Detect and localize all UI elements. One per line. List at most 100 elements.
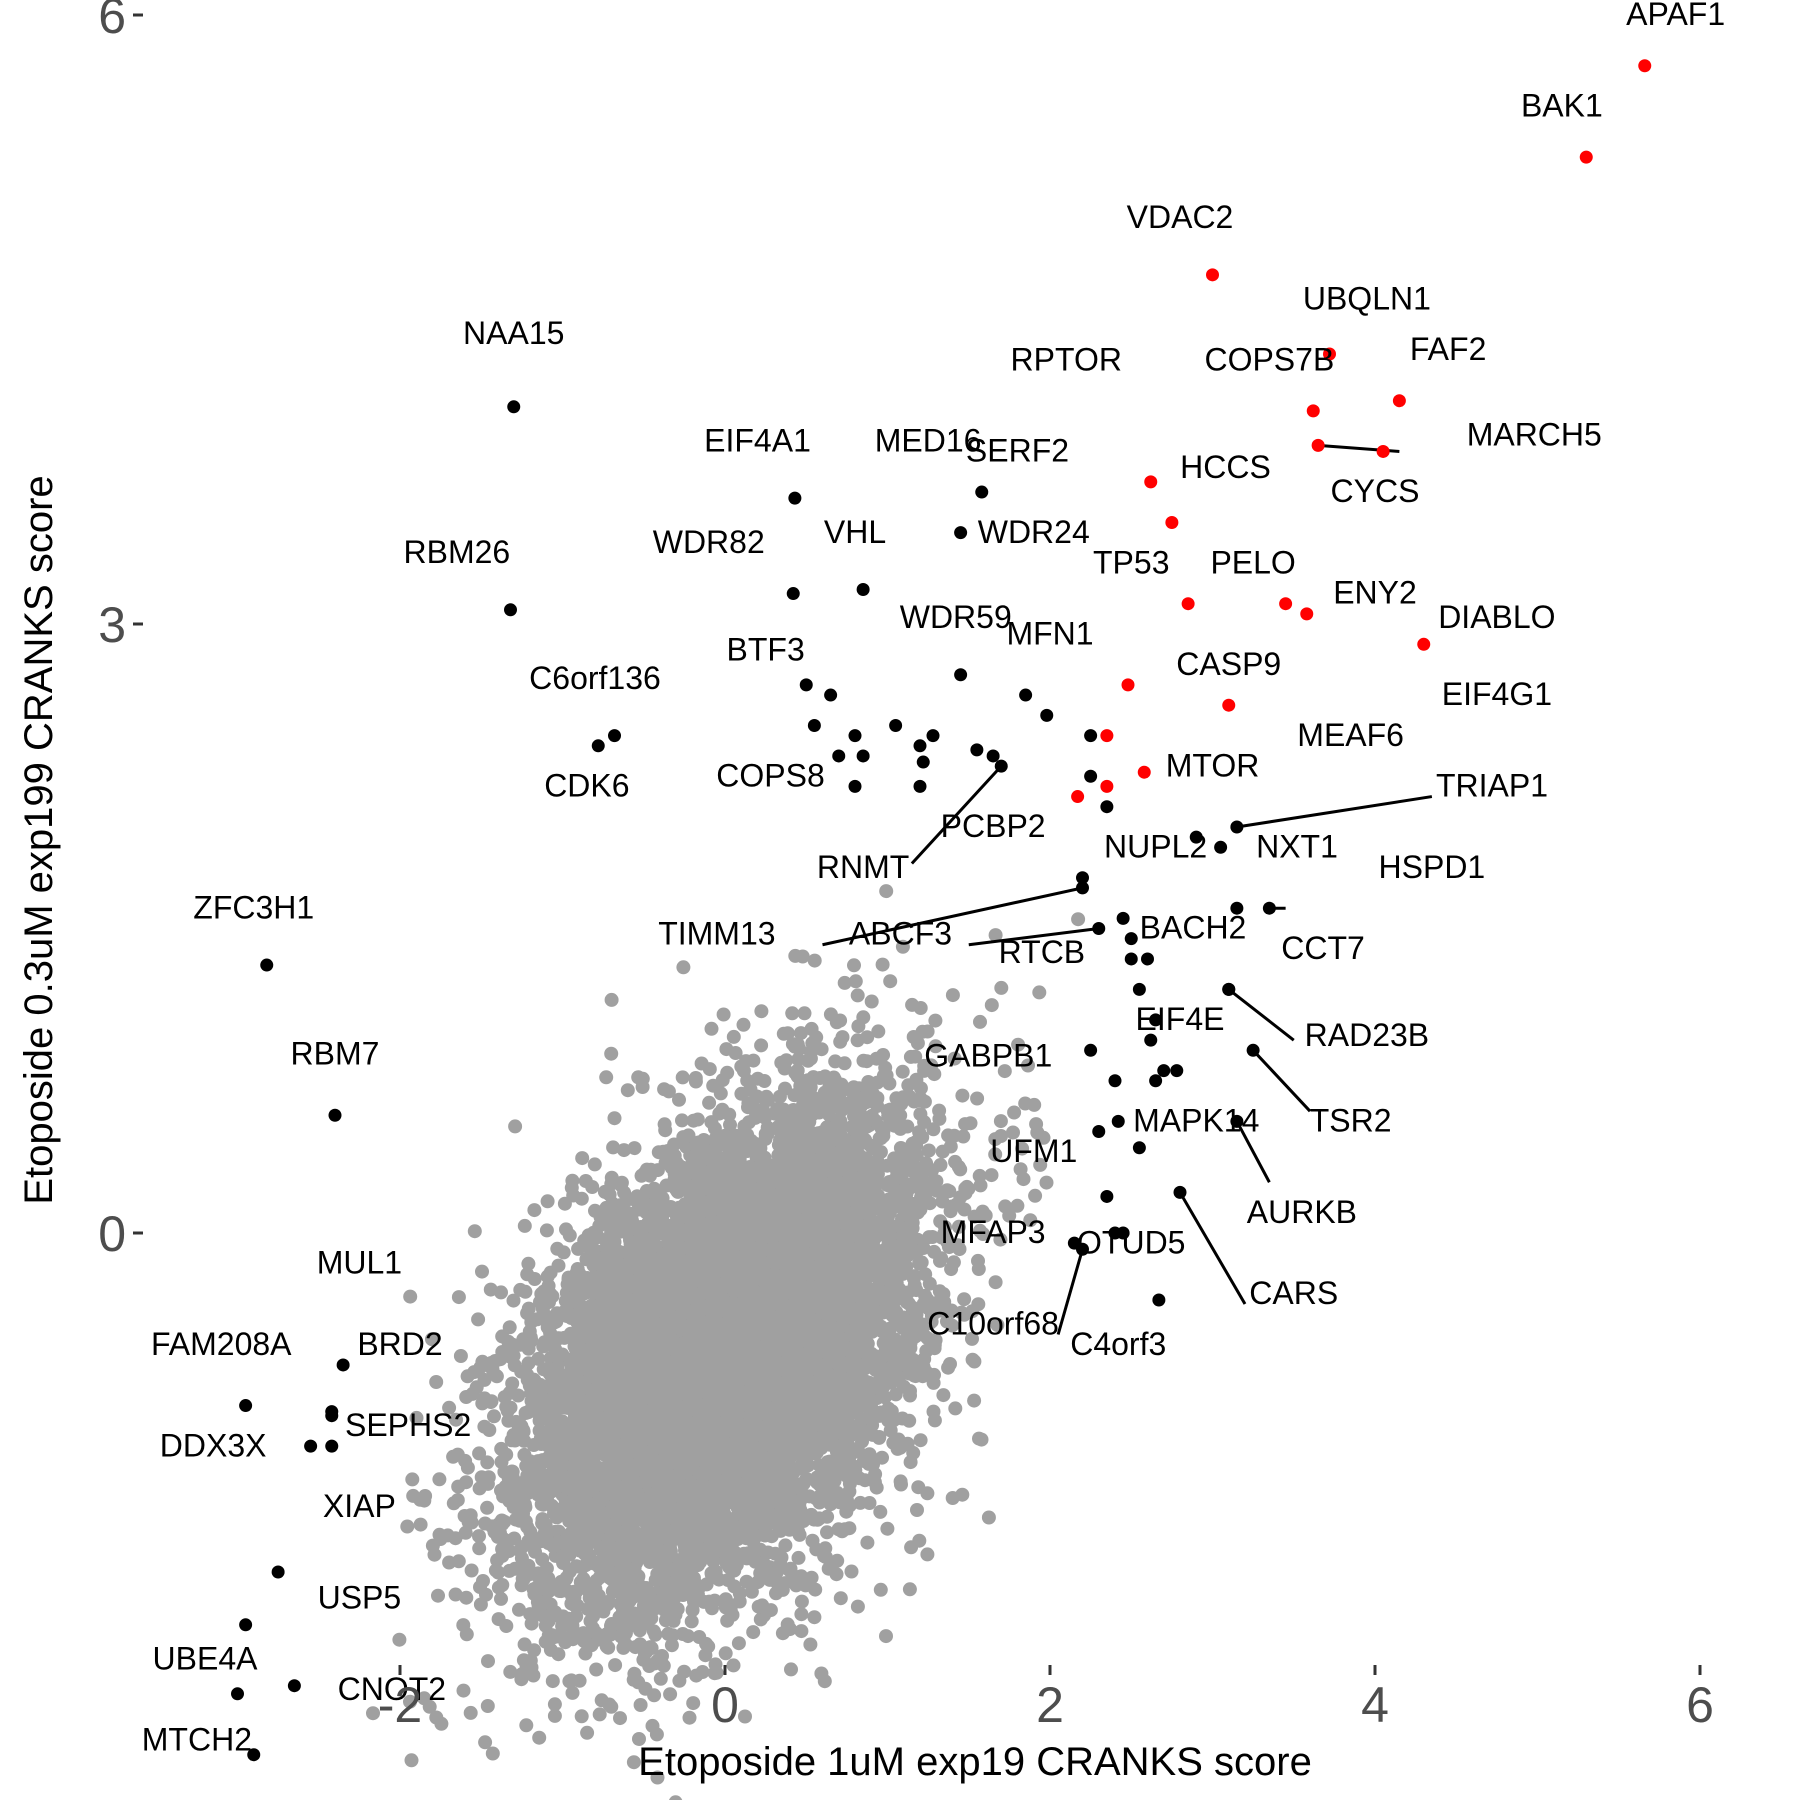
background-point: [779, 1053, 794, 1068]
background-point: [592, 1707, 607, 1722]
background-point: [532, 1423, 547, 1438]
background-point: [758, 1131, 773, 1146]
background-point: [754, 1038, 769, 1053]
background-point: [704, 1021, 719, 1036]
background-point: [540, 1194, 555, 1209]
background-point: [804, 1021, 819, 1036]
background-point: [633, 1698, 648, 1712]
background-point: [431, 1588, 445, 1603]
background-point: [928, 1013, 943, 1028]
background-point: [925, 1230, 940, 1244]
background-point: [608, 1658, 623, 1673]
background-point: [449, 1412, 463, 1427]
background-point: [990, 1318, 1005, 1332]
background-point: [572, 1673, 587, 1688]
background-point: [726, 1029, 741, 1044]
background-point: [480, 1699, 495, 1713]
background-point: [429, 1375, 444, 1389]
background-point: [517, 1447, 532, 1462]
background-point: [547, 1708, 562, 1723]
background-point: [997, 1064, 1012, 1079]
background-point: [967, 1354, 982, 1369]
background-point: [847, 958, 861, 973]
background-point: [487, 1409, 501, 1424]
background-point: [459, 1627, 474, 1642]
background-point: [941, 1128, 956, 1143]
background-point: [471, 1312, 486, 1327]
background-point: [850, 1599, 865, 1614]
background-point: [739, 1054, 753, 1069]
background-point: [668, 1795, 683, 1800]
background-point: [636, 1652, 651, 1667]
background-point: [955, 1088, 970, 1103]
background-point: [723, 1117, 737, 1132]
background-point: [518, 1284, 533, 1299]
background-point: [910, 1036, 925, 1051]
background-point: [713, 1086, 728, 1101]
background-point: [531, 1351, 546, 1366]
background-point: [472, 1446, 487, 1461]
background-point: [754, 1004, 769, 1019]
background-point: [720, 1613, 735, 1628]
background-point: [726, 1658, 741, 1673]
background-point: [738, 1709, 752, 1724]
background-point: [448, 1587, 463, 1602]
background-point: [873, 1582, 888, 1597]
background-point: [807, 1610, 822, 1625]
background-point: [769, 1586, 783, 1601]
background-point: [472, 1541, 487, 1556]
background-point: [458, 1525, 473, 1540]
background-point: [627, 1141, 642, 1156]
background-point: [404, 1753, 419, 1768]
background-point: [661, 1084, 676, 1099]
background-point: [366, 1706, 380, 1721]
background-point: [1006, 1125, 1020, 1140]
background-point: [606, 1140, 621, 1155]
background-point: [699, 1577, 714, 1592]
background-point: [1036, 1130, 1051, 1145]
background-point: [547, 1697, 562, 1712]
background-point: [617, 1143, 631, 1158]
background-point: [478, 1735, 493, 1750]
background-point: [920, 1547, 935, 1562]
background-point: [586, 1258, 601, 1273]
background-point: [480, 1500, 495, 1515]
background-point: [594, 1693, 609, 1708]
background-point: [607, 1111, 622, 1126]
background-point: [562, 1674, 577, 1689]
background-point: [912, 1533, 927, 1548]
background-point: [718, 1646, 733, 1661]
background-point: [545, 1674, 560, 1689]
background-point: [940, 1183, 955, 1198]
background-point: [418, 1489, 433, 1503]
background-point: [957, 1292, 972, 1307]
background-point: [550, 1241, 565, 1256]
background-point: [893, 1474, 908, 1489]
background-point: [820, 1525, 834, 1540]
background-point: [551, 1647, 566, 1662]
background-point: [918, 1267, 933, 1282]
background-point: [869, 1480, 884, 1495]
background-point: [565, 1685, 580, 1700]
background-point: [814, 1042, 829, 1057]
background-point: [900, 1119, 915, 1134]
background-point: [485, 1362, 500, 1377]
background-point: [413, 1517, 428, 1532]
background-point: [475, 1264, 489, 1279]
background-point: [472, 1529, 486, 1544]
background-point: [491, 1612, 506, 1627]
background-point: [971, 1297, 986, 1312]
background-point: [778, 1538, 793, 1553]
background-point: [1011, 1037, 1026, 1052]
background-point: [785, 1006, 800, 1021]
background-point: [507, 1531, 522, 1546]
background-point: [793, 1026, 808, 1041]
background-point: [456, 1683, 471, 1698]
background-point: [702, 1095, 717, 1110]
background-point: [794, 1594, 809, 1609]
background-point: [731, 1636, 746, 1651]
background-point: [539, 1223, 554, 1238]
background-point: [425, 1332, 439, 1347]
